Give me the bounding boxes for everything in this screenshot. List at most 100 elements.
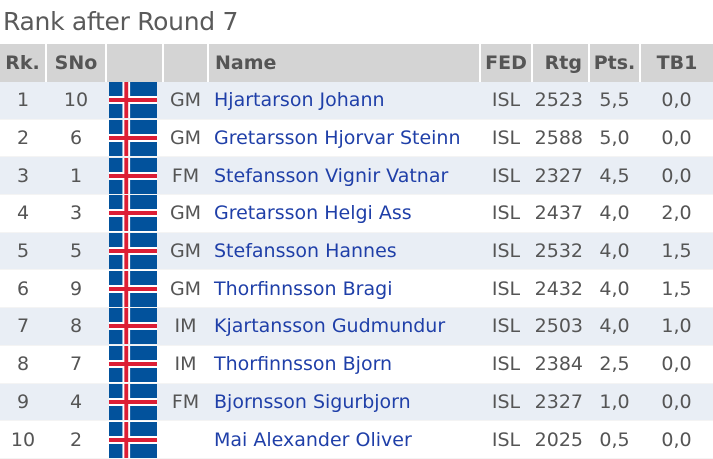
player-name-link[interactable]: Gretarsson Helgi Ass [208, 194, 480, 233]
rank-cell: 6 [0, 269, 46, 309]
player-name-link[interactable]: Thorfinnsson Bjorn [208, 345, 480, 384]
rating-cell: 2025 [532, 420, 589, 459]
points-cell: 4,0 [589, 194, 640, 233]
rating-cell: 2327 [532, 156, 589, 196]
rating-cell: 2384 [532, 345, 589, 384]
flag-cell [106, 119, 163, 158]
iceland-flag-icon [109, 421, 157, 458]
header-rating[interactable]: Rtg [532, 44, 590, 82]
iceland-flag-icon [109, 270, 157, 307]
header-tiebreak-1[interactable]: TB1 [640, 44, 713, 82]
tiebreak-1-cell: 1,5 [640, 232, 713, 271]
iceland-flag-icon [109, 308, 157, 345]
federation-cell: ISL [480, 345, 532, 384]
player-name-link[interactable]: Stefansson Vignir Vatnar [208, 156, 480, 196]
rank-cell: 7 [0, 307, 46, 346]
rank-cell: 3 [0, 156, 46, 196]
iceland-flag-icon [109, 82, 157, 119]
iceland-flag-icon [109, 233, 157, 269]
iceland-flag-icon [109, 157, 157, 194]
player-name-link[interactable]: Hjartarson Johann [208, 82, 480, 120]
points-cell: 1,0 [589, 383, 640, 422]
player-title-cell: GM [163, 119, 208, 158]
standings-table: Rk. SNo Name FED Rtg Pts. TB1 1 10 GM Hj… [0, 44, 713, 459]
points-cell: 4,0 [589, 269, 640, 309]
table-row: 7 8 IM Kjartansson Gudmundur ISL 2503 4,… [0, 307, 713, 346]
federation-cell: ISL [480, 420, 532, 459]
player-name-link[interactable]: Bjornsson Sigurbjorn [208, 383, 480, 422]
federation-cell: ISL [480, 383, 532, 422]
points-cell: 2,5 [589, 345, 640, 384]
player-title-cell [163, 420, 208, 459]
points-cell: 5,5 [589, 82, 640, 120]
player-title-cell: GM [163, 194, 208, 233]
start-number-cell: 8 [46, 307, 106, 346]
header-federation[interactable]: FED [480, 44, 533, 82]
flag-cross-red-h [109, 399, 157, 404]
flag-cross-red-h [109, 136, 157, 141]
flag-cross-red-h [109, 211, 157, 216]
page-title: Rank after Round 7 [3, 7, 239, 36]
player-title-cell: GM [163, 269, 208, 309]
points-cell: 4,0 [589, 307, 640, 346]
points-cell: 4,0 [589, 232, 640, 271]
start-number-cell: 1 [46, 156, 106, 196]
tiebreak-1-cell: 0,0 [640, 420, 713, 459]
header-rank[interactable]: Rk. [0, 44, 47, 82]
table-row: 6 9 GM Thorfinnsson Bragi ISL 2432 4,0 1… [0, 269, 713, 309]
flag-cell [106, 156, 163, 196]
iceland-flag-icon [109, 346, 157, 383]
iceland-flag-icon [109, 120, 157, 156]
start-number-cell: 3 [46, 194, 106, 233]
federation-cell: ISL [480, 194, 532, 233]
player-name-link[interactable]: Gretarsson Hjorvar Steinn [208, 119, 480, 158]
table-row: 9 4 FM Bjornsson Sigurbjorn ISL 2327 1,0… [0, 383, 713, 422]
player-title-cell: GM [163, 82, 208, 120]
flag-cell [106, 307, 163, 346]
table-row: 1 10 GM Hjartarson Johann ISL 2523 5,5 0… [0, 82, 713, 120]
federation-cell: ISL [480, 156, 532, 196]
flag-cross-red-h [109, 324, 157, 329]
flag-cell [106, 420, 163, 459]
header-title [163, 44, 209, 82]
player-title-cell: GM [163, 232, 208, 271]
player-title-cell: FM [163, 156, 208, 196]
tiebreak-1-cell: 0,0 [640, 383, 713, 422]
federation-cell: ISL [480, 82, 532, 120]
table-row: 2 6 GM Gretarsson Hjorvar Steinn ISL 258… [0, 119, 713, 158]
player-name-link[interactable]: Mai Alexander Oliver [208, 420, 480, 459]
header-points[interactable]: Pts. [589, 44, 641, 82]
player-title-cell: FM [163, 383, 208, 422]
start-number-cell: 9 [46, 269, 106, 309]
header-flag [106, 44, 164, 82]
flag-cross-red-h [109, 173, 157, 178]
player-name-link[interactable]: Thorfinnsson Bragi [208, 269, 480, 309]
rating-cell: 2503 [532, 307, 589, 346]
rank-cell: 2 [0, 119, 46, 158]
flag-cross-red-h [109, 362, 157, 367]
table-row: 4 3 GM Gretarsson Helgi Ass ISL 2437 4,0… [0, 194, 713, 233]
points-cell: 0,5 [589, 420, 640, 459]
tiebreak-1-cell: 0,0 [640, 82, 713, 120]
rating-cell: 2437 [532, 194, 589, 233]
iceland-flag-icon [109, 195, 157, 232]
player-name-link[interactable]: Stefansson Hannes [208, 232, 480, 271]
rank-cell: 4 [0, 194, 46, 233]
flag-cell [106, 232, 163, 271]
flag-cell [106, 269, 163, 309]
federation-cell: ISL [480, 119, 532, 158]
federation-cell: ISL [480, 269, 532, 309]
federation-cell: ISL [480, 307, 532, 346]
header-name[interactable]: Name [208, 44, 481, 82]
start-number-cell: 10 [46, 82, 106, 120]
rank-cell: 5 [0, 232, 46, 271]
iceland-flag-icon [109, 383, 157, 420]
player-name-link[interactable]: Kjartansson Gudmundur [208, 307, 480, 346]
rating-cell: 2327 [532, 383, 589, 422]
flag-cell [106, 383, 163, 422]
rank-cell: 8 [0, 345, 46, 384]
flag-cross-red-h [109, 249, 157, 254]
tiebreak-1-cell: 2,0 [640, 194, 713, 233]
rank-cell: 1 [0, 82, 46, 120]
header-start-number[interactable]: SNo [46, 44, 107, 82]
